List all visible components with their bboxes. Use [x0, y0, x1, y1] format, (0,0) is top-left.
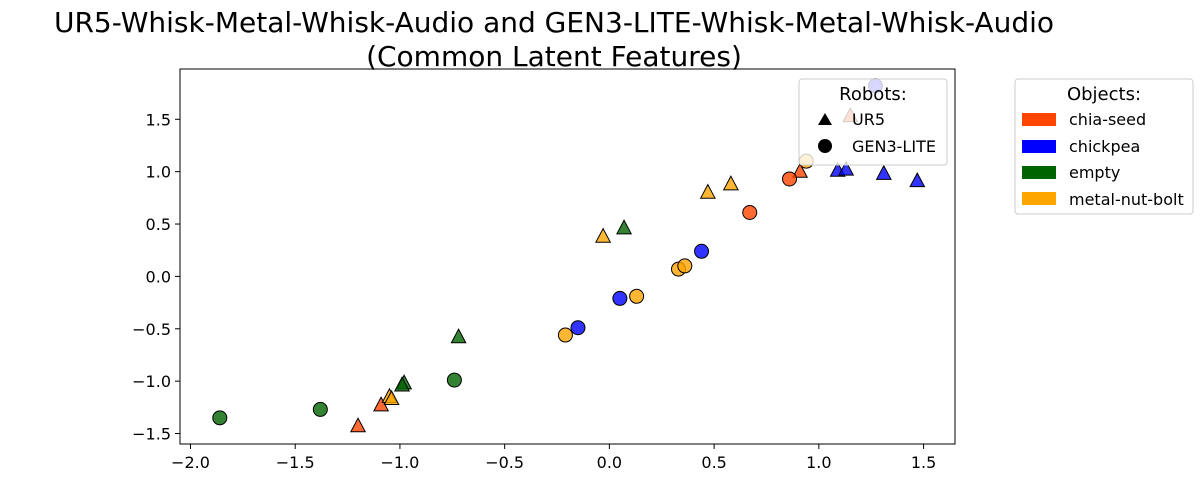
gen3-lite-metal-nut-bolt-point [629, 288, 645, 304]
y-tick-label: −0.5 [132, 320, 171, 339]
x-tick-label: −1.0 [381, 453, 420, 472]
x-tick-label: −2.0 [171, 453, 210, 472]
y-axis: −1.5 −1.0 −0.5 0.0 0.5 1.0 1.5 [132, 110, 180, 444]
triangle-marker-icon [818, 113, 832, 125]
gen3-lite-metal-nut-bolt-point [677, 258, 693, 274]
y-tick-label: 1.0 [146, 163, 171, 182]
legend-label-metal-nut-bolt: metal-nut-bolt [1069, 190, 1184, 209]
gen3-lite-metal-nut-bolt-point [557, 327, 573, 343]
y-tick-label: −1.0 [132, 372, 171, 391]
robots-legend-box [798, 78, 948, 166]
ur5-chickpea-point [909, 172, 926, 188]
ur5-metal-nut-bolt-point [699, 183, 716, 199]
x-tick-label: 1.0 [806, 453, 831, 472]
gen3-lite-empty-point [212, 410, 228, 426]
x-tick-label: 0.5 [701, 453, 726, 472]
plot-frame [179, 68, 956, 445]
ur5-metal-nut-bolt-point [595, 227, 612, 243]
gen3-lite-chia-seed-point [782, 171, 798, 187]
y-tick-label: 0.5 [146, 215, 171, 234]
legend-label-chickpea: chickpea [1069, 137, 1140, 156]
robots-legend-gen3-lite: GEN3-LITE [852, 137, 936, 156]
x-tick-label: −1.5 [276, 453, 315, 472]
legend-swatch-chickpea [1022, 140, 1056, 153]
objects-legend-box [1014, 78, 1194, 215]
legend-swatch-metal-nut-bolt [1022, 192, 1056, 205]
gen3-lite-chia-seed-point [742, 205, 758, 221]
ur5-chickpea-point [838, 160, 855, 176]
objects-legend: Objects: chia-seed chickpea empty metal-… [1014, 78, 1194, 215]
legend-label-empty: empty [1069, 163, 1120, 182]
legend-label-chia-seed: chia-seed [1069, 110, 1146, 129]
gen3-lite-chickpea-point [570, 320, 586, 336]
ur5-metal-nut-bolt-point [722, 175, 739, 191]
gen3-lite-chickpea-point [694, 243, 710, 259]
legend-swatch-empty [1022, 166, 1056, 179]
robots-legend: Robots: UR5 GEN3-LITE [798, 78, 948, 166]
ur5-empty-point [450, 328, 467, 344]
legend-swatch-chia-seed [1022, 113, 1056, 126]
chart-title-line-1: UR5-Whisk-Metal-Whisk-Audio and GEN3-LIT… [54, 6, 1054, 39]
ur5-chia-seed-point [350, 417, 367, 433]
x-axis: −2.0 −1.5 −1.0 −0.5 0.0 0.5 1.0 1.5 [171, 444, 936, 472]
y-tick-label: 0.0 [146, 267, 171, 286]
ur5-metal-nut-bolt-point [383, 389, 400, 406]
ur5-chickpea-point [875, 164, 892, 180]
circle-marker-icon [818, 139, 832, 153]
y-tick-label: −1.5 [132, 425, 171, 444]
gen3-lite-chickpea-point [612, 290, 628, 306]
chart-title-line-2: (Common Latent Features) [366, 40, 742, 73]
gen3-lite-empty-point [312, 401, 328, 417]
x-tick-label: 0.0 [597, 453, 622, 472]
y-tick-label: 1.5 [146, 110, 171, 129]
objects-legend-title: Objects: [1067, 84, 1141, 105]
ur5-chia-seed-point [791, 162, 809, 178]
x-tick-label: 1.5 [911, 453, 936, 472]
x-tick-label: −0.5 [485, 453, 524, 472]
ur5-empty-point [393, 376, 411, 392]
robots-legend-ur5: UR5 [852, 110, 885, 129]
robots-legend-title: Robots: [839, 84, 907, 105]
gen3-lite-empty-point [446, 372, 462, 388]
ur5-empty-point [616, 219, 633, 235]
